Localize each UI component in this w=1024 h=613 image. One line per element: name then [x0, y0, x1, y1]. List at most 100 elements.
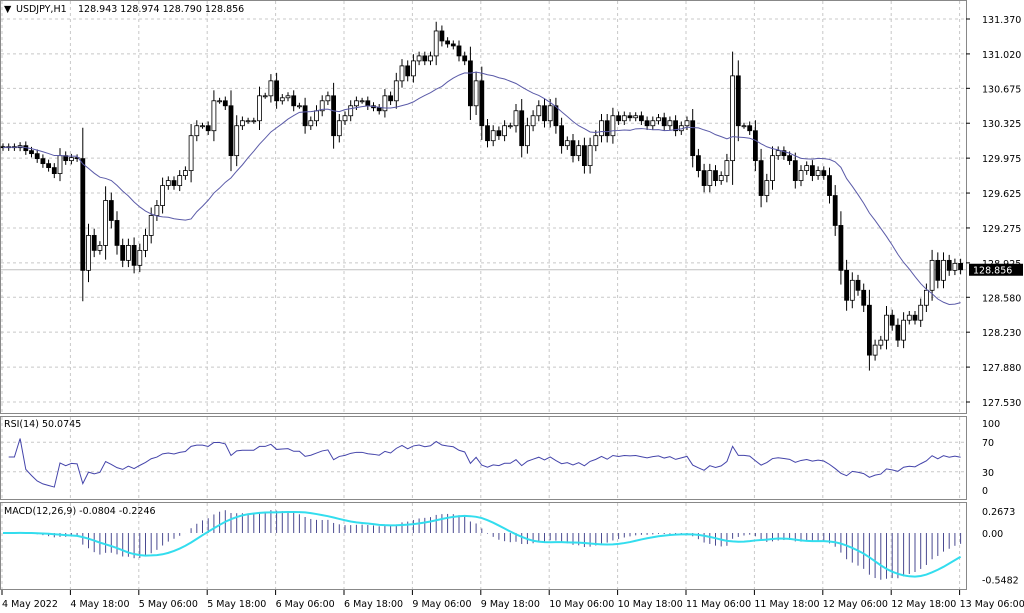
candle-bull — [490, 130, 496, 142]
candle-bull — [336, 120, 342, 137]
candle-bull — [621, 115, 627, 122]
candle-bear — [639, 115, 644, 122]
candle-bull — [564, 140, 570, 147]
price-label: 130.325 — [982, 119, 1021, 130]
candle-bull — [918, 304, 924, 321]
time-label: 11 May 06:00 — [686, 599, 751, 610]
candle-bear — [696, 155, 701, 172]
candle-bear — [753, 130, 758, 162]
candle-bull — [211, 100, 217, 132]
candle-bull — [285, 95, 291, 99]
candle-bear — [713, 170, 718, 181]
candle-bull — [433, 30, 439, 57]
candle-bull — [473, 80, 479, 107]
candle-bear — [114, 220, 120, 246]
candle-bull — [718, 175, 724, 181]
time-label: 12 May 18:00 — [891, 599, 956, 610]
candle-bear — [673, 120, 678, 132]
candle-bull — [507, 125, 513, 128]
grid — [1, 1, 966, 589]
candle-bull — [234, 125, 240, 157]
candle-bull — [103, 200, 108, 246]
price-label: 127.880 — [982, 363, 1021, 374]
candle-bear — [467, 60, 473, 107]
time-label: 4 May 2022 — [2, 599, 58, 610]
candle-bear — [616, 115, 621, 122]
time-label: 5 May 18:00 — [207, 599, 266, 610]
candles[interactable] — [0, 21, 963, 371]
candle-bull — [633, 115, 639, 119]
candle-bear — [302, 105, 308, 127]
candle-bear — [946, 259, 952, 271]
candle-bull — [57, 155, 63, 174]
candle-bull — [884, 314, 889, 341]
candle-bull — [325, 95, 331, 102]
candle-bear — [821, 170, 827, 176]
candle-bear — [889, 314, 895, 326]
candle-bull — [576, 145, 582, 157]
candle-bull — [707, 170, 713, 186]
price-label: 128.580 — [982, 293, 1021, 304]
candle-bear — [51, 167, 57, 174]
candle-bear — [895, 324, 901, 341]
candle-bull — [239, 120, 245, 127]
time-label: 10 May 18:00 — [618, 599, 683, 610]
candle-bull — [730, 75, 735, 162]
candle-bull — [314, 110, 319, 122]
candle-bull — [137, 249, 143, 266]
candle-bear — [439, 30, 445, 42]
candle-bull — [342, 115, 348, 122]
candle-bear — [519, 110, 525, 147]
candle-bull — [815, 170, 821, 176]
candle-bull — [200, 125, 205, 128]
candle-bull — [160, 185, 166, 206]
candle-bull — [656, 117, 661, 122]
candle-bear — [553, 105, 559, 127]
candle-bull — [251, 120, 257, 123]
ohlc-readout: 128.943 128.974 128.790 128.856 — [78, 4, 244, 15]
rsi-axis-label: 30 — [982, 468, 994, 479]
macd-label: MACD(12,26,9) -0.0804 -0.2246 — [4, 506, 156, 517]
candle-bull — [924, 289, 929, 306]
candle-bull — [525, 125, 530, 147]
candle-bear — [376, 107, 382, 112]
candle-bull — [593, 135, 599, 147]
candle-bear — [131, 245, 137, 266]
time-label: 5 May 06:00 — [139, 599, 198, 610]
candle-bull — [410, 60, 416, 77]
pane-frames — [0, 0, 967, 590]
candle-bull — [348, 105, 354, 117]
candle-bear — [912, 314, 918, 321]
rsi-pane-frame — [0, 416, 967, 500]
candle-bull — [941, 259, 946, 281]
candle-bull — [188, 135, 194, 172]
candle-bull — [393, 80, 399, 102]
candle-bull — [798, 170, 804, 181]
candle-bull — [684, 120, 690, 127]
candle-bear — [171, 180, 177, 186]
candle-bear — [690, 120, 696, 157]
candle-bear — [46, 163, 51, 169]
candle-bear — [787, 155, 792, 162]
candle-bull — [359, 100, 365, 103]
candle-bull — [97, 245, 103, 251]
candle-bull — [217, 100, 223, 103]
time-label: 6 May 18:00 — [344, 599, 403, 610]
candle-bull — [319, 100, 325, 112]
candle-bull — [770, 155, 775, 181]
candle-bear — [205, 125, 211, 132]
candle-bear — [120, 245, 126, 261]
time-label: 10 May 06:00 — [549, 599, 614, 610]
candle-bull — [667, 120, 673, 127]
candle-bull — [804, 165, 810, 172]
candle-bear — [222, 100, 228, 107]
candle-bull — [257, 95, 262, 122]
candle-bull — [194, 125, 200, 137]
axes: 4 May 2022 4 May 18:00 5 May 06:00 5 May 18… — [1, 15, 1024, 610]
collapse-triangle-icon[interactable]: ▼ — [4, 4, 12, 15]
price-label: 131.020 — [982, 50, 1021, 61]
candle-bull — [296, 105, 302, 108]
candle-bull — [308, 120, 314, 127]
